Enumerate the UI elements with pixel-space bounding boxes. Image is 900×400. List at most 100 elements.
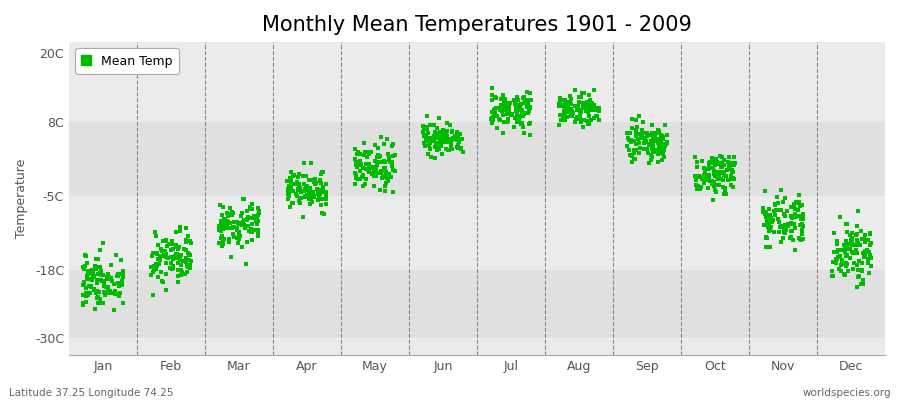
Point	[579, 104, 593, 110]
Point	[840, 252, 854, 258]
Point	[419, 126, 434, 132]
Point	[347, 156, 362, 162]
Point	[573, 109, 588, 116]
Point	[520, 104, 535, 110]
Point	[711, 160, 725, 167]
Point	[585, 106, 599, 112]
Point	[510, 106, 525, 113]
Bar	[69, 196, 885, 270]
Point	[847, 250, 861, 256]
Point	[653, 132, 668, 139]
Point	[619, 130, 634, 137]
Point	[166, 262, 181, 269]
Point	[178, 255, 193, 261]
Point	[434, 143, 448, 149]
Point	[829, 256, 843, 262]
Point	[689, 184, 704, 191]
Point	[442, 147, 456, 153]
Point	[451, 134, 465, 141]
Point	[307, 194, 321, 200]
Point	[634, 134, 648, 141]
Point	[355, 161, 369, 168]
Point	[584, 107, 598, 113]
Point	[216, 226, 230, 232]
Point	[488, 106, 502, 112]
Point	[86, 286, 101, 292]
Point	[179, 239, 194, 245]
Point	[146, 249, 160, 256]
Point	[487, 111, 501, 117]
Point	[796, 211, 810, 217]
Point	[158, 253, 172, 259]
Point	[793, 222, 807, 228]
Point	[383, 174, 398, 180]
Point	[564, 105, 579, 112]
Point	[311, 188, 326, 194]
Point	[758, 209, 772, 216]
Point	[777, 199, 791, 205]
Point	[360, 166, 374, 173]
Point	[351, 162, 365, 168]
Point	[169, 229, 184, 235]
Point	[163, 264, 177, 271]
Point	[359, 166, 374, 172]
Point	[691, 183, 706, 189]
Point	[723, 165, 737, 172]
Point	[181, 264, 195, 270]
Point	[794, 216, 808, 222]
Point	[716, 191, 731, 198]
Y-axis label: Temperature: Temperature	[15, 159, 28, 238]
Point	[576, 117, 590, 123]
Point	[183, 265, 197, 271]
Point	[447, 134, 462, 140]
Point	[430, 142, 445, 148]
Point	[445, 146, 459, 153]
Point	[695, 158, 709, 164]
Point	[171, 260, 185, 266]
Point	[644, 137, 659, 144]
Point	[81, 289, 95, 296]
Point	[366, 166, 381, 173]
Point	[652, 150, 667, 156]
Point	[652, 138, 667, 145]
Point	[640, 146, 654, 152]
Point	[84, 283, 98, 290]
Point	[788, 211, 802, 217]
Point	[645, 143, 660, 149]
Point	[484, 97, 499, 103]
Point	[76, 292, 90, 298]
Point	[292, 183, 307, 189]
Point	[651, 140, 665, 146]
Point	[111, 271, 125, 277]
Point	[726, 175, 741, 181]
Point	[843, 246, 858, 252]
Point	[495, 108, 509, 115]
Point	[419, 124, 434, 130]
Point	[76, 300, 90, 306]
Point	[296, 181, 310, 187]
Point	[388, 168, 402, 175]
Point	[652, 128, 666, 134]
Point	[493, 95, 508, 102]
Point	[770, 199, 785, 206]
Point	[162, 241, 176, 248]
Point	[762, 220, 777, 227]
Point	[706, 181, 720, 188]
Point	[788, 221, 802, 227]
Point	[232, 221, 247, 228]
Point	[238, 222, 252, 229]
Point	[378, 174, 392, 180]
Point	[249, 214, 264, 220]
Point	[382, 158, 397, 165]
Point	[158, 248, 172, 254]
Point	[857, 236, 871, 242]
Point	[842, 232, 857, 238]
Point	[575, 124, 590, 130]
Point	[571, 103, 585, 110]
Point	[768, 202, 782, 208]
Point	[589, 113, 603, 120]
Point	[498, 118, 512, 125]
Point	[294, 189, 309, 195]
Point	[451, 132, 465, 139]
Point	[239, 261, 254, 267]
